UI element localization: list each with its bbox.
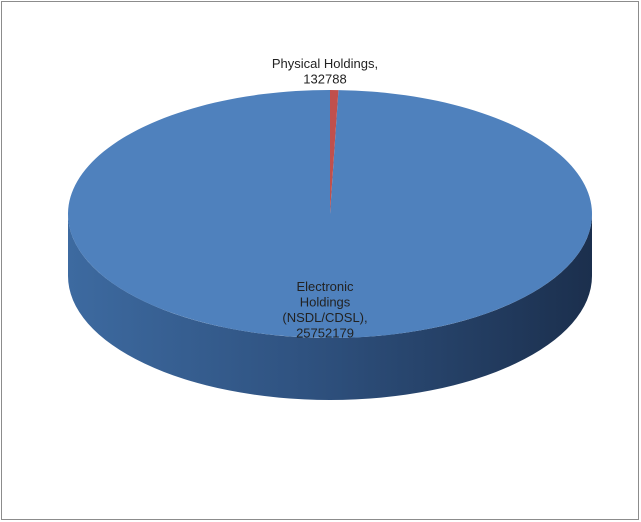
- pie-slice-electronic-holdings-nsdl-cdsl: [67, 90, 592, 338]
- pie-slice-physical-holdings: [330, 90, 339, 214]
- pie-slice-side-electronic-holdings-nsdl-cdsl: [68, 214, 592, 400]
- data-label-physical-holdings: Physical Holdings, 132788: [272, 56, 378, 87]
- data-label-electronic-holdings-nsdl-cdsl: Electronic Holdings (NSDL/CDSL), 25752179: [282, 279, 367, 341]
